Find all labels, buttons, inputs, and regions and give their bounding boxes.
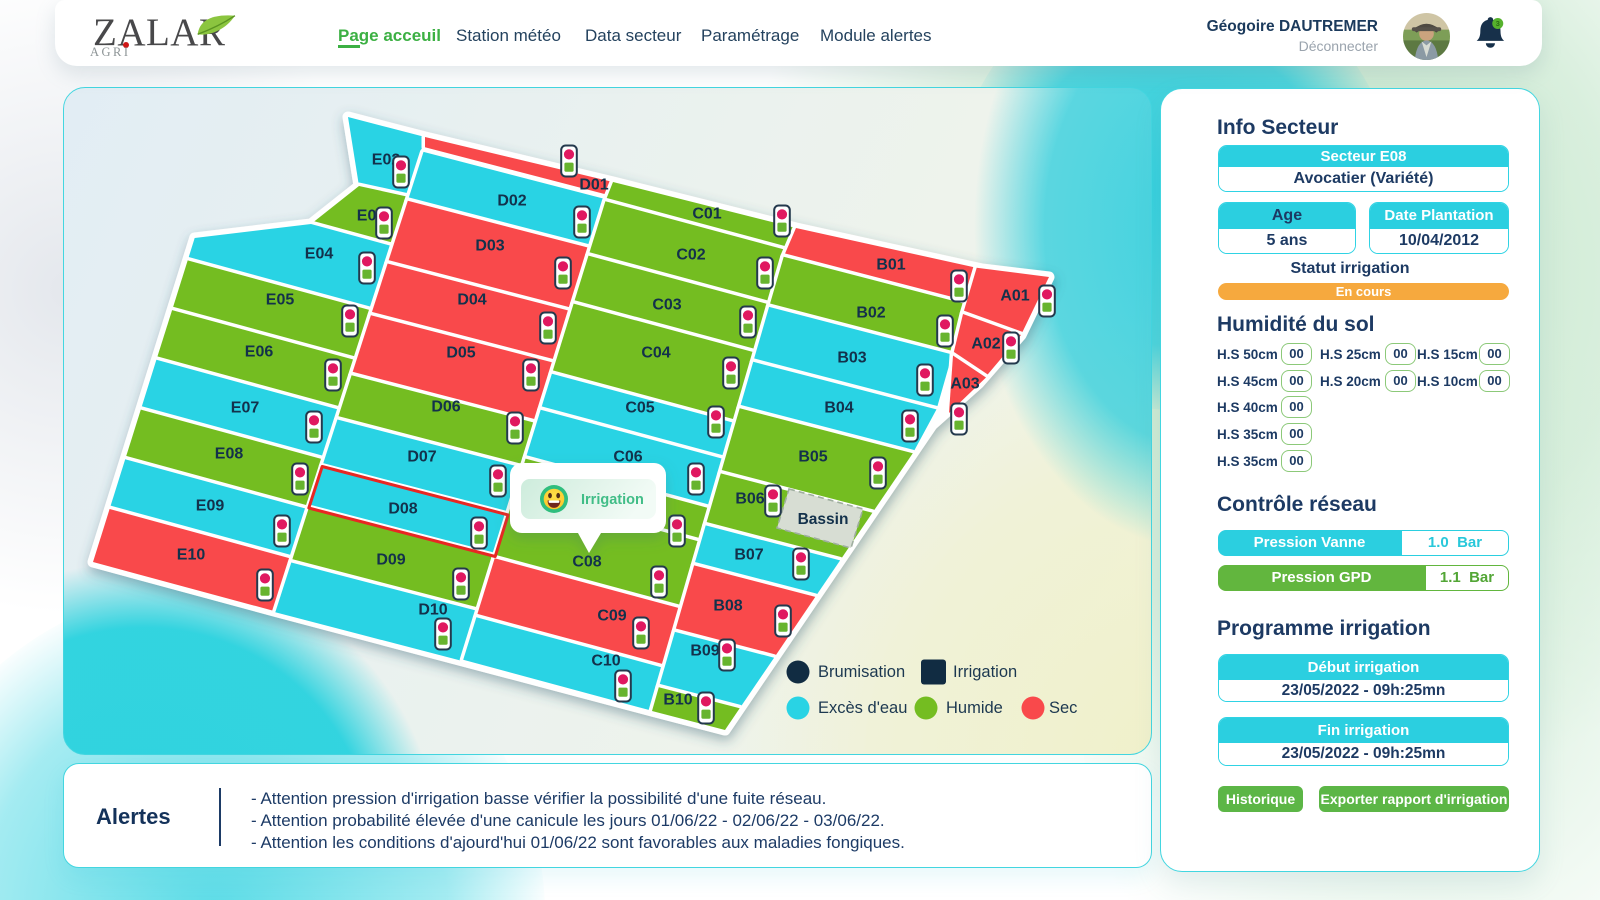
svg-text:E07: E07: [231, 400, 260, 417]
svg-text:C05: C05: [625, 400, 654, 417]
svg-text:E09: E09: [196, 498, 225, 515]
svg-text:A02: A02: [971, 336, 1000, 353]
svg-text:Sec: Sec: [1049, 699, 1077, 717]
svg-text:C04: C04: [641, 345, 670, 362]
svg-text:E06: E06: [245, 344, 274, 361]
svg-text:Bassin: Bassin: [798, 511, 849, 528]
svg-text:Excès d'eau: Excès d'eau: [818, 699, 907, 717]
svg-text:B02: B02: [856, 305, 885, 322]
svg-text:B06: B06: [735, 491, 764, 508]
svg-text:E05: E05: [266, 292, 295, 309]
svg-text:D08: D08: [388, 501, 417, 518]
svg-text:E08: E08: [215, 446, 244, 463]
svg-text:B03: B03: [837, 350, 866, 367]
svg-text:C01: C01: [692, 206, 721, 223]
svg-text:C06: C06: [613, 449, 642, 466]
svg-text:B08: B08: [713, 598, 742, 615]
svg-text:D02: D02: [497, 193, 526, 210]
svg-text:C03: C03: [652, 297, 681, 314]
svg-text:E04: E04: [305, 246, 334, 263]
svg-text:A01: A01: [1000, 288, 1029, 305]
svg-text:B04: B04: [824, 400, 853, 417]
svg-text:B01: B01: [876, 257, 905, 274]
svg-text:D07: D07: [407, 449, 436, 466]
svg-text:C09: C09: [597, 608, 626, 625]
svg-text:E10: E10: [177, 547, 206, 564]
svg-text:Brumisation: Brumisation: [818, 663, 905, 681]
svg-text:D10: D10: [418, 602, 447, 619]
svg-text:D09: D09: [376, 552, 405, 569]
svg-text:B07: B07: [734, 547, 763, 564]
svg-text:B10: B10: [663, 692, 692, 709]
svg-text:B09: B09: [690, 643, 719, 660]
svg-text:C02: C02: [676, 247, 705, 264]
svg-text:B05: B05: [798, 449, 827, 466]
svg-text:D05: D05: [446, 345, 475, 362]
svg-text:D03: D03: [475, 238, 504, 255]
svg-text:A03: A03: [950, 376, 979, 393]
svg-text:Irrigation: Irrigation: [953, 663, 1017, 681]
svg-text:D06: D06: [431, 399, 460, 416]
svg-text:C10: C10: [591, 653, 620, 670]
svg-text:Irrigation: Irrigation: [581, 492, 644, 508]
svg-text:C08: C08: [572, 554, 601, 571]
svg-text:D04: D04: [457, 292, 486, 309]
svg-text:Humide: Humide: [946, 699, 1003, 717]
svg-text:D01: D01: [579, 177, 608, 194]
svg-text:3: 3: [1496, 19, 1500, 28]
